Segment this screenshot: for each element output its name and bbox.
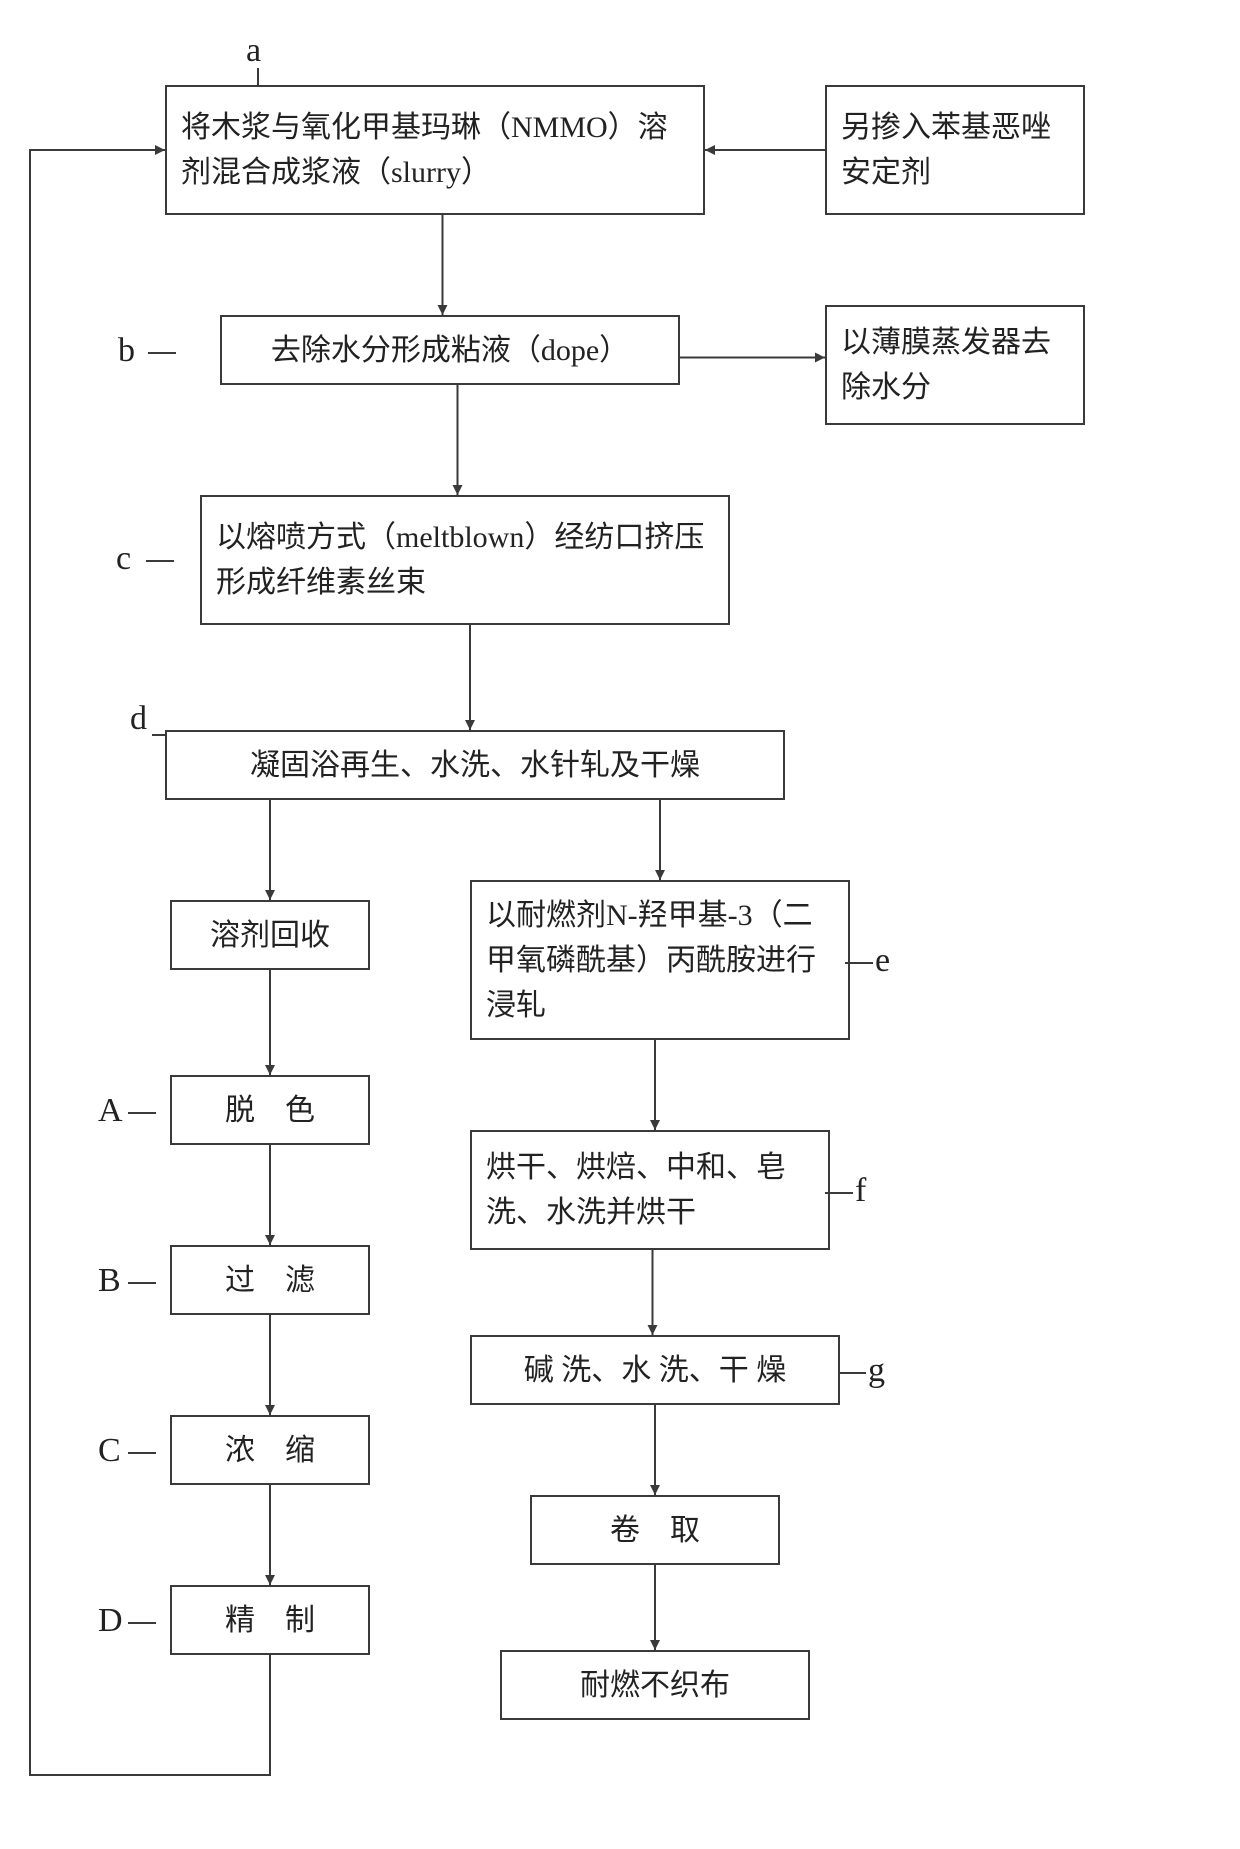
node-text: 溶剂回收: [210, 913, 330, 958]
node-a: 将木浆与氧化甲基玛琳（NMMO）溶剂混合成浆液（slurry）: [165, 85, 705, 215]
label-B: B: [98, 1262, 121, 1300]
node-s2: 以薄膜蒸发器去除水分: [825, 305, 1085, 425]
label-dash: [825, 1192, 853, 1194]
flowchart-canvas: 将木浆与氧化甲基玛琳（NMMO）溶剂混合成浆液（slurry） 另掺入苯基恶唑安定…: [0, 0, 1240, 1849]
node-c: 以熔喷方式（meltblown）经纺口挤压形成纤维素丝束: [200, 495, 730, 625]
label-dash: [128, 1112, 156, 1114]
label-text: B: [98, 1262, 121, 1299]
node-text: 碱 洗、水 洗、干 燥: [524, 1348, 787, 1393]
label-dash: [838, 1372, 866, 1374]
node-text: 烘干、烘焙、中和、皂洗、水洗并烘干: [486, 1145, 814, 1235]
node-text: 另掺入苯基恶唑安定剂: [841, 105, 1069, 195]
node-text: 去除水分形成粘液（dope）: [271, 328, 629, 373]
node-text: 以耐燃剂N-羟甲基-3（二甲氧磷酰基）丙酰胺进行浸轧: [486, 893, 834, 1028]
node-d: 凝固浴再生、水洗、水针轧及干燥: [165, 730, 785, 800]
node-g: 碱 洗、水 洗、干 燥: [470, 1335, 840, 1405]
node-A: 脱 色: [170, 1075, 370, 1145]
node-text: 将木浆与氧化甲基玛琳（NMMO）溶剂混合成浆液（slurry）: [181, 105, 689, 195]
label-text: d: [130, 700, 147, 737]
node-text: 过 滤: [225, 1258, 315, 1303]
node-text: 凝固浴再生、水洗、水针轧及干燥: [250, 743, 700, 788]
node-f: 烘干、烘焙、中和、皂洗、水洗并烘干: [470, 1130, 830, 1250]
node-B: 过 滤: [170, 1245, 370, 1315]
label-dash: [148, 352, 176, 354]
label-A: A: [98, 1092, 123, 1130]
label-D: D: [98, 1602, 123, 1640]
label-text: g: [868, 1352, 885, 1389]
label-b: b: [118, 332, 135, 370]
node-text: 卷 取: [610, 1508, 700, 1553]
label-text: e: [875, 942, 890, 979]
node-text: 以薄膜蒸发器去除水分: [841, 320, 1069, 410]
node-e: 以耐燃剂N-羟甲基-3（二甲氧磷酰基）丙酰胺进行浸轧: [470, 880, 850, 1040]
label-text: c: [116, 540, 131, 577]
node-b: 去除水分形成粘液（dope）: [220, 315, 680, 385]
label-dash: [128, 1282, 156, 1284]
node-text: 耐燃不织布: [580, 1663, 730, 1708]
node-i: 耐燃不织布: [500, 1650, 810, 1720]
label-f: f: [855, 1172, 866, 1210]
node-sr: 溶剂回收: [170, 900, 370, 970]
label-e: e: [875, 942, 890, 980]
label-dash: [128, 1452, 156, 1454]
label-text: a: [246, 32, 261, 69]
label-dash: [146, 560, 174, 562]
node-text: 以熔喷方式（meltblown）经纺口挤压形成纤维素丝束: [216, 515, 714, 605]
node-s1: 另掺入苯基恶唑安定剂: [825, 85, 1085, 215]
label-text: A: [98, 1092, 123, 1129]
label-d: d: [130, 700, 147, 738]
node-h: 卷 取: [530, 1495, 780, 1565]
node-C: 浓 缩: [170, 1415, 370, 1485]
label-a: a: [246, 32, 261, 70]
label-text: b: [118, 332, 135, 369]
label-text: D: [98, 1602, 123, 1639]
label-g: g: [868, 1352, 885, 1390]
node-D: 精 制: [170, 1585, 370, 1655]
label-text: f: [855, 1172, 866, 1209]
label-c: c: [116, 540, 131, 578]
label-text: C: [98, 1432, 121, 1469]
label-C: C: [98, 1432, 121, 1470]
label-dash: [128, 1622, 156, 1624]
node-text: 浓 缩: [225, 1428, 315, 1473]
node-text: 脱 色: [225, 1088, 315, 1133]
node-text: 精 制: [225, 1598, 315, 1643]
label-dash: [845, 962, 873, 964]
